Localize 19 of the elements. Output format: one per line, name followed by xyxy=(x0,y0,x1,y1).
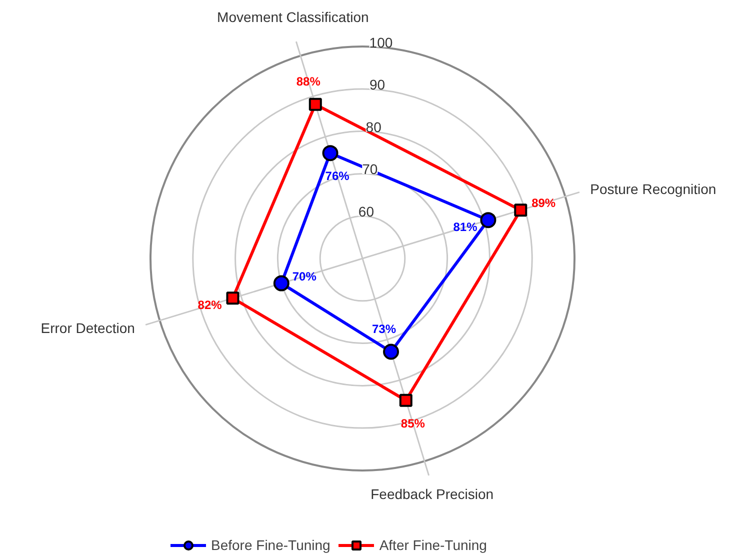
data-label: 81% xyxy=(453,220,478,234)
legend-label: After Fine-Tuning xyxy=(379,537,487,553)
data-label: 76% xyxy=(325,169,350,184)
data-label: 85% xyxy=(400,416,426,430)
spoke-label: Feedback Precision xyxy=(370,486,494,502)
spoke-label: Movement Classification xyxy=(217,8,369,25)
y-tick-label: 60 xyxy=(358,203,374,220)
spoke-label: Posture Recognition xyxy=(590,180,716,197)
data-label: 70% xyxy=(292,269,317,284)
y-tick-label: 100 xyxy=(369,34,393,50)
spoke-label: Error Detection xyxy=(40,320,135,336)
data-label: 89% xyxy=(532,196,556,210)
y-tick-label: 70 xyxy=(362,161,378,178)
y-tick-label: 90 xyxy=(369,76,386,93)
data-label: 88% xyxy=(296,74,321,88)
data-label: 73% xyxy=(372,322,396,336)
y-tick-label: 80 xyxy=(366,118,382,135)
legend-label: Before Fine-Tuning xyxy=(211,537,330,553)
data-label: 82% xyxy=(198,298,222,312)
